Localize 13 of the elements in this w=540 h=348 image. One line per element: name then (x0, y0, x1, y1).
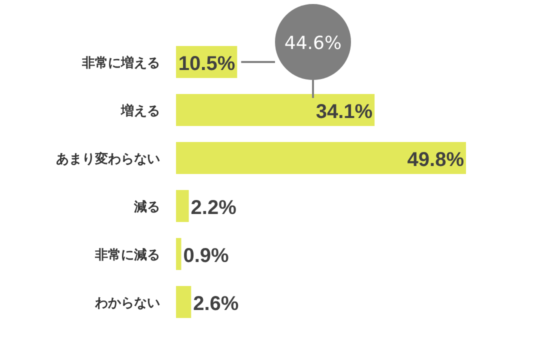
data-label: 2.2% (190, 197, 237, 219)
data-label: 34.1% (316, 101, 373, 123)
data-label: 2.6% (193, 293, 239, 315)
y-tick-label: わからない (94, 296, 160, 311)
y-tick-label: 増える (120, 103, 160, 119)
y-tick-label: あまり変わらない (56, 151, 160, 167)
data-label: 49.8% (407, 149, 464, 171)
y-tick-label: 非常に増える (81, 55, 160, 71)
y-tick-label: 非常に減る (94, 248, 160, 263)
annotation: 44.6% (284, 33, 342, 54)
data-label: 0.9% (183, 245, 230, 267)
data-label: 10.5% (178, 53, 236, 75)
y-tick-label: 減る (133, 200, 160, 215)
